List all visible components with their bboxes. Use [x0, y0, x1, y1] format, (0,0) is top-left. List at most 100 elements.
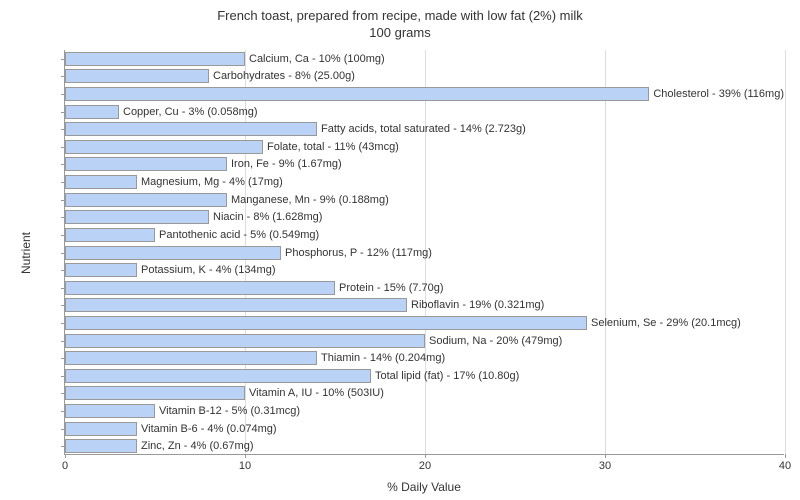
- nutrient-bar-label: Phosphorus, P - 12% (117mg): [285, 247, 432, 259]
- ytick-mark: [61, 429, 65, 430]
- nutrient-bar: [65, 105, 119, 119]
- bar-row: Calcium, Ca - 10% (100mg): [65, 52, 784, 66]
- ytick-mark: [61, 182, 65, 183]
- nutrient-bar-label: Calcium, Ca - 10% (100mg): [249, 53, 385, 65]
- nutrient-bar-label: Iron, Fe - 9% (1.67mg): [231, 158, 342, 170]
- xtick-mark: [65, 454, 66, 458]
- nutrient-bar: [65, 404, 155, 418]
- nutrient-bar-label: Selenium, Se - 29% (20.1mcg): [591, 317, 741, 329]
- nutrient-bar-label: Niacin - 8% (1.628mg): [213, 211, 322, 223]
- nutrient-bar: [65, 334, 425, 348]
- ytick-mark: [61, 59, 65, 60]
- xtick-label: 30: [599, 460, 611, 472]
- ytick-mark: [61, 341, 65, 342]
- nutrient-bar-label: Total lipid (fat) - 17% (10.80g): [375, 370, 519, 382]
- nutrient-bar-label: Magnesium, Mg - 4% (17mg): [141, 176, 283, 188]
- nutrient-bar: [65, 140, 263, 154]
- nutrient-bar-label: Vitamin B-6 - 4% (0.074mg): [141, 423, 277, 435]
- bar-row: Iron, Fe - 9% (1.67mg): [65, 157, 784, 171]
- xtick-mark: [785, 454, 786, 458]
- ytick-mark: [61, 112, 65, 113]
- nutrient-bar: [65, 386, 245, 400]
- nutrient-bar: [65, 351, 317, 365]
- ytick-mark: [61, 147, 65, 148]
- nutrient-bar: [65, 87, 649, 101]
- nutrient-bar-label: Protein - 15% (7.70g): [339, 282, 444, 294]
- nutrient-bar: [65, 157, 227, 171]
- bar-row: Vitamin A, IU - 10% (503IU): [65, 386, 784, 400]
- bar-row: Potassium, K - 4% (134mg): [65, 263, 784, 277]
- xtick-label: 40: [779, 460, 791, 472]
- plot-area: 010203040Calcium, Ca - 10% (100mg)Carboh…: [64, 50, 784, 455]
- gridline: [785, 50, 786, 454]
- chart-title: French toast, prepared from recipe, made…: [0, 0, 800, 42]
- ytick-mark: [61, 288, 65, 289]
- nutrient-bar: [65, 281, 335, 295]
- nutrient-bar: [65, 228, 155, 242]
- nutrient-bar: [65, 246, 281, 260]
- bar-row: Magnesium, Mg - 4% (17mg): [65, 175, 784, 189]
- nutrient-bar: [65, 210, 209, 224]
- bar-row: Selenium, Se - 29% (20.1mcg): [65, 316, 784, 330]
- y-axis-label: Nutrient: [19, 231, 33, 273]
- nutrient-bar-label: Sodium, Na - 20% (479mg): [429, 335, 562, 347]
- nutrient-bar-label: Thiamin - 14% (0.204mg): [321, 352, 445, 364]
- bar-row: Total lipid (fat) - 17% (10.80g): [65, 369, 784, 383]
- ytick-mark: [61, 358, 65, 359]
- ytick-mark: [61, 94, 65, 95]
- nutrient-bar: [65, 193, 227, 207]
- nutrient-bar-label: Fatty acids, total saturated - 14% (2.72…: [321, 123, 526, 135]
- chart-title-line1: French toast, prepared from recipe, made…: [217, 8, 583, 23]
- bar-row: Riboflavin - 19% (0.321mg): [65, 298, 784, 312]
- bar-row: Pantothenic acid - 5% (0.549mg): [65, 228, 784, 242]
- xtick-label: 10: [239, 460, 251, 472]
- nutrient-bar: [65, 298, 407, 312]
- ytick-mark: [61, 253, 65, 254]
- nutrient-bar-label: Copper, Cu - 3% (0.058mg): [123, 106, 258, 118]
- nutrient-bar-label: Potassium, K - 4% (134mg): [141, 264, 276, 276]
- ytick-mark: [61, 129, 65, 130]
- chart-title-line2: 100 grams: [369, 25, 430, 40]
- bar-row: Sodium, Na - 20% (479mg): [65, 334, 784, 348]
- xtick-mark: [245, 454, 246, 458]
- nutrient-bar: [65, 439, 137, 453]
- nutrient-bar-label: Riboflavin - 19% (0.321mg): [411, 299, 544, 311]
- nutrient-bar: [65, 263, 137, 277]
- bar-row: Cholesterol - 39% (116mg): [65, 87, 784, 101]
- bar-row: Vitamin B-12 - 5% (0.31mcg): [65, 404, 784, 418]
- bar-row: Manganese, Mn - 9% (0.188mg): [65, 193, 784, 207]
- bar-row: Thiamin - 14% (0.204mg): [65, 351, 784, 365]
- ytick-mark: [61, 217, 65, 218]
- nutrient-bar-label: Folate, total - 11% (43mcg): [267, 141, 399, 153]
- xtick-label: 0: [62, 460, 68, 472]
- nutrient-bar-label: Vitamin B-12 - 5% (0.31mcg): [159, 405, 300, 417]
- nutrient-bar-label: Cholesterol - 39% (116mg): [653, 88, 784, 100]
- nutrient-bar-label: Vitamin A, IU - 10% (503IU): [249, 387, 384, 399]
- xtick-label: 20: [419, 460, 431, 472]
- nutrient-bar: [65, 422, 137, 436]
- ytick-mark: [61, 305, 65, 306]
- nutrient-bar-label: Pantothenic acid - 5% (0.549mg): [159, 229, 319, 241]
- bar-row: Vitamin B-6 - 4% (0.074mg): [65, 422, 784, 436]
- nutrient-bar: [65, 122, 317, 136]
- bar-row: Fatty acids, total saturated - 14% (2.72…: [65, 122, 784, 136]
- nutrient-bar-label: Carbohydrates - 8% (25.00g): [213, 70, 355, 82]
- nutrient-bar: [65, 52, 245, 66]
- ytick-mark: [61, 393, 65, 394]
- xtick-mark: [605, 454, 606, 458]
- ytick-mark: [61, 164, 65, 165]
- nutrient-bar: [65, 175, 137, 189]
- ytick-mark: [61, 376, 65, 377]
- nutrient-bar-label: Manganese, Mn - 9% (0.188mg): [231, 194, 389, 206]
- bar-row: Copper, Cu - 3% (0.058mg): [65, 105, 784, 119]
- bar-row: Folate, total - 11% (43mcg): [65, 140, 784, 154]
- nutrient-bar: [65, 69, 209, 83]
- bar-row: Niacin - 8% (1.628mg): [65, 210, 784, 224]
- ytick-mark: [61, 200, 65, 201]
- ytick-mark: [61, 270, 65, 271]
- nutrient-bar-label: Zinc, Zn - 4% (0.67mg): [141, 440, 253, 452]
- y-axis-label-container: Nutrient: [16, 50, 36, 455]
- bar-row: Phosphorus, P - 12% (117mg): [65, 246, 784, 260]
- nutrient-bar: [65, 369, 371, 383]
- ytick-mark: [61, 446, 65, 447]
